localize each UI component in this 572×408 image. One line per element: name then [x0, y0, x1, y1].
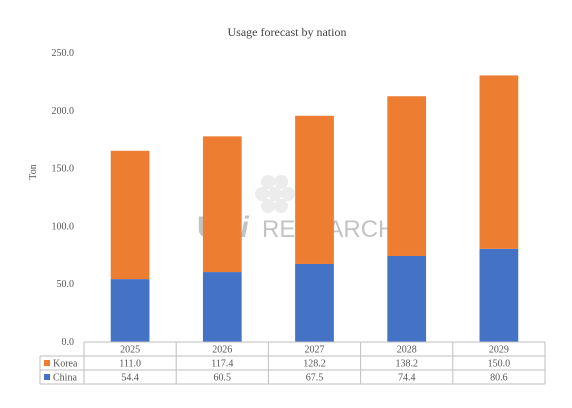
y-tick-label: 250.0 [52, 48, 75, 59]
data-label: 138.2 [395, 359, 418, 370]
bar-korea-2028 [387, 96, 427, 256]
data-label: 67.5 [306, 373, 324, 384]
x-tick-label: 2026 [212, 345, 232, 356]
bar-china-2028 [387, 255, 427, 342]
y-tick-label: 50.0 [57, 279, 75, 290]
bar-china-2025 [110, 279, 150, 342]
y-axis-label: Ton [28, 164, 39, 179]
data-label: 60.5 [214, 373, 232, 384]
legend-label: Korea [53, 359, 78, 370]
y-tick-label: 200.0 [52, 106, 75, 117]
chart-title: Usage forecast by nation [228, 25, 347, 39]
data-label: 150.0 [488, 359, 511, 370]
legend-swatch-korea [44, 360, 50, 366]
bar-korea-2029 [479, 75, 519, 249]
bar-korea-2026 [202, 136, 242, 273]
data-label: 74.4 [398, 373, 416, 384]
bar-china-2026 [202, 272, 242, 342]
bars [110, 75, 519, 342]
data-table: 2025 2026 2027 2028 2029 Korea 111.0 117.4 128.2… [39, 341, 546, 385]
y-axis: 0.0 50.0 100.0 150.0 200.0 250.0 [52, 48, 75, 348]
watermark-hexagon-icon [255, 175, 295, 213]
bar-korea-2025 [110, 150, 150, 280]
bar-china-2027 [295, 263, 334, 342]
x-tick-label: 2027 [305, 345, 325, 356]
y-tick-label: 150.0 [52, 164, 75, 175]
data-label: 128.2 [303, 359, 326, 370]
x-tick-label: 2029 [489, 345, 509, 356]
y-tick-label: 0.0 [62, 337, 75, 348]
legend-swatch-china [44, 374, 50, 380]
bar-korea-2027 [295, 115, 334, 264]
x-tick-label: 2025 [120, 345, 140, 356]
data-label: 117.4 [211, 359, 233, 370]
y-tick-label: 100.0 [52, 221, 75, 232]
data-label: 80.6 [490, 373, 508, 384]
data-label: 111.0 [119, 359, 141, 370]
legend-label: China [53, 373, 77, 384]
data-label: 54.4 [121, 373, 139, 384]
x-tick-label: 2028 [397, 345, 417, 356]
bar-china-2029 [479, 248, 519, 342]
